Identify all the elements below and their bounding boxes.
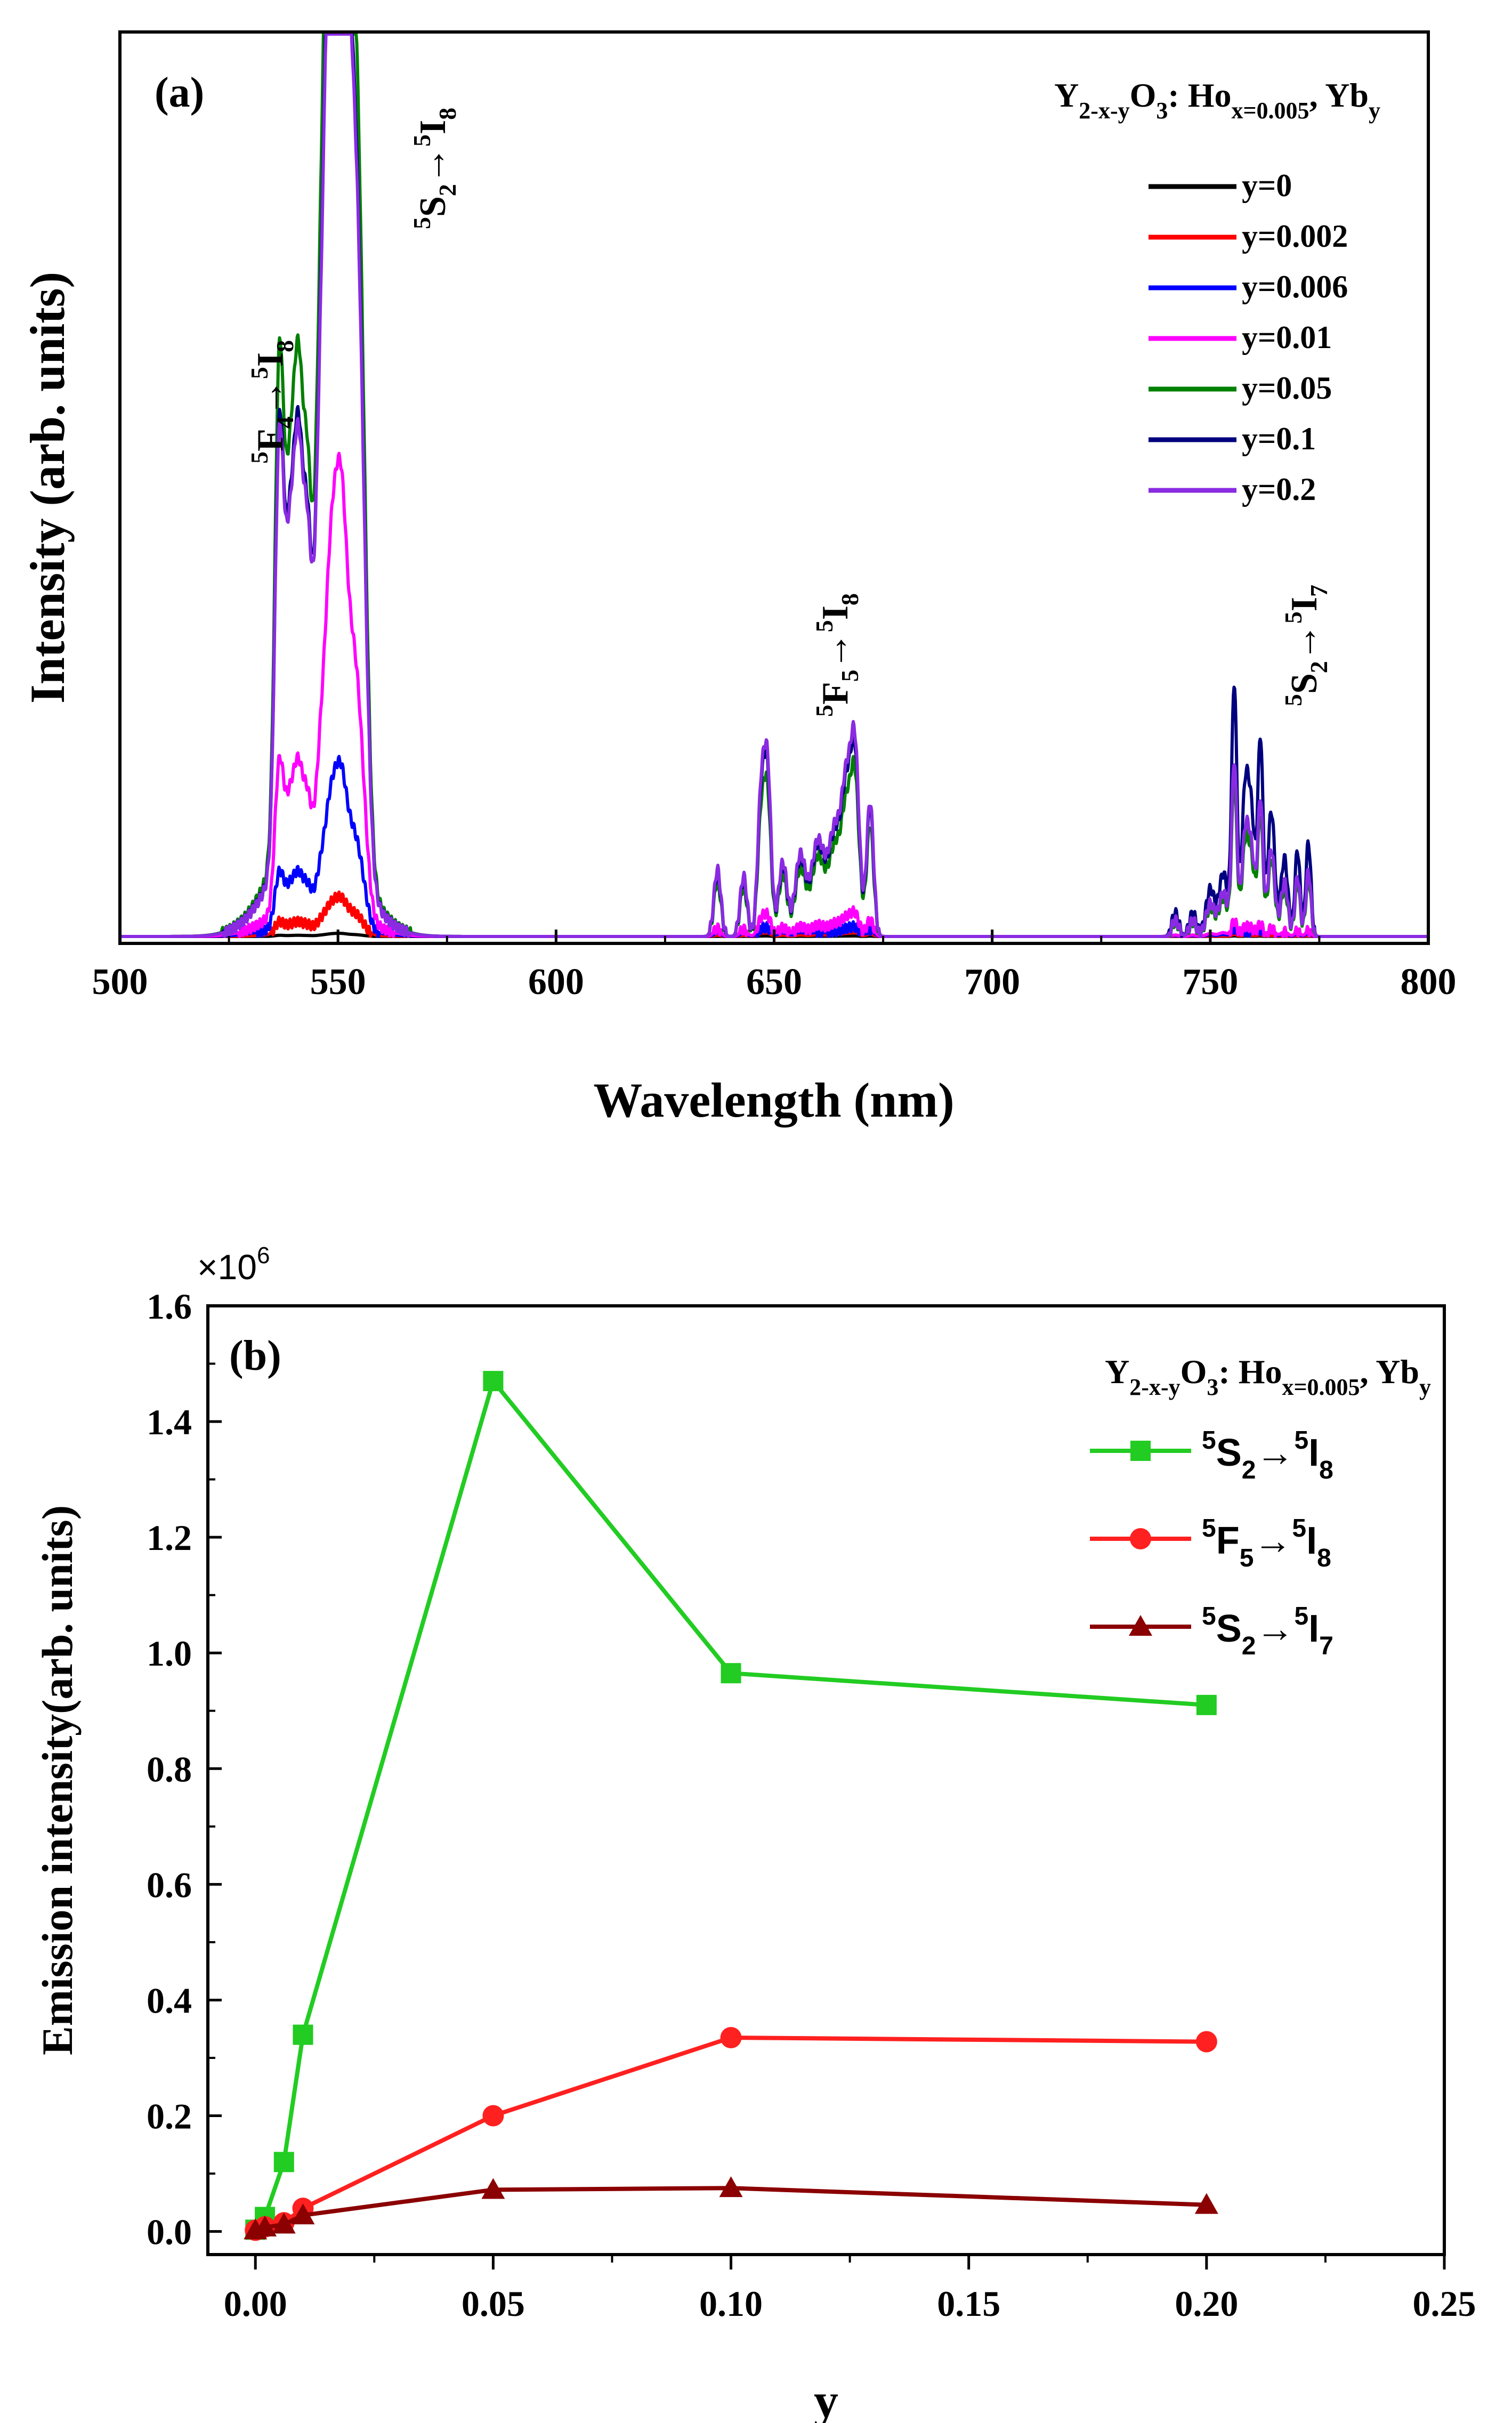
svg-text:5F4→5I8: 5F4→5I8 <box>246 340 298 464</box>
y-tick-label-b: 0.6 <box>147 1864 192 1905</box>
series-b <box>244 1371 1218 2241</box>
y-tick-label-b: 0.4 <box>147 1980 192 2021</box>
x-tick-label-b: 0.10 <box>699 2283 763 2324</box>
panel-b: 0.0 0.2 0.4 0.6 0.8 1.0 1.2 1.4 1.6 0.00 0.05 0.10 0… <box>33 1242 1476 2423</box>
y-multiplier: ×106 <box>197 1242 270 1287</box>
data-point <box>273 2152 294 2172</box>
legend-marker-b <box>1129 1615 1152 1636</box>
legend-marker-b <box>1130 1528 1151 1549</box>
legend-label-a: y=0.006 <box>1242 269 1348 304</box>
y-tick-label-b: 1.6 <box>147 1286 192 1327</box>
series-line-0 <box>254 1376 1207 2231</box>
data-point <box>272 2212 296 2234</box>
data-point <box>1195 2031 1217 2053</box>
x-tick-label-a: 650 <box>746 962 802 1003</box>
y-tick-label-b: 1.4 <box>147 1402 192 1442</box>
x-tick-label-b: 0.20 <box>1175 2283 1238 2324</box>
x-axis-title-b: y <box>814 2373 838 2423</box>
annotation-s2-i7: 5S2→5I7 <box>1280 585 1332 706</box>
y-axis-title-a: Intensity (arb. units) <box>20 272 75 704</box>
legend-label-a: y=0.01 <box>1242 320 1332 355</box>
data-point <box>720 2026 742 2048</box>
panel-label-a: (a) <box>155 69 204 116</box>
legend-label-b: 5S2→5I7 <box>1202 1602 1333 1660</box>
legend-label-a: y=0 <box>1242 168 1292 203</box>
x-axis-ticks-a: 500 550 600 650 700 750 800 <box>92 930 1457 1003</box>
x-tick-label-a: 500 <box>92 962 148 1003</box>
x-tick-label-a: 550 <box>310 962 366 1003</box>
legend-marker-b <box>1130 1441 1151 1461</box>
legend-label-a: y=0.002 <box>1242 219 1348 254</box>
data-point <box>1196 1694 1217 1715</box>
data-point <box>291 2203 315 2225</box>
legend-label-a: y=0.05 <box>1242 370 1332 406</box>
data-point <box>482 2105 504 2127</box>
legend-label-a: y=0.1 <box>1242 421 1316 456</box>
legend-b: 5S2→5I8 5F5→5I8 5S2→5I7 <box>1090 1426 1333 1660</box>
svg-text:5S2→5I7: 5S2→5I7 <box>1280 585 1332 706</box>
svg-text:5S2→5I8: 5S2→5I8 <box>408 108 461 229</box>
x-axis-title-a: Wavelength (nm) <box>593 1073 954 1127</box>
legend-label-b: 5F5→5I8 <box>1202 1514 1331 1572</box>
x-tick-label-a: 750 <box>1182 962 1238 1003</box>
data-point <box>253 2215 277 2236</box>
axes-b: 0.0 0.2 0.4 0.6 0.8 1.0 1.2 1.4 1.6 0.00 0.05 0.10 0… <box>147 1286 1476 2324</box>
spectrum-y=0.2 <box>119 33 1429 938</box>
panel-label-b: (b) <box>229 1332 281 1379</box>
data-point <box>481 2178 505 2199</box>
y-tick-label-b: 0.8 <box>147 1749 192 1789</box>
x-tick-label-a: 600 <box>528 962 584 1003</box>
annotation-f4-i8: 5F4→5I8 <box>246 340 298 464</box>
y-tick-label-b: 1.0 <box>147 1633 192 1674</box>
composition-label-a: Y2-x-yO3: Hox=0.005, Yby <box>1054 76 1380 124</box>
spectra-curves <box>119 33 1429 938</box>
annotation-f5-i8: 5F5→5I8 <box>811 593 863 717</box>
data-point <box>721 1663 741 1684</box>
composition-label-b: Y2-x-yO3: Hox=0.005, Yby <box>1105 1353 1431 1400</box>
data-point <box>293 2024 313 2045</box>
data-point <box>483 1371 504 1392</box>
x-tick-label-a: 800 <box>1401 962 1457 1003</box>
x-tick-label-a: 700 <box>964 962 1020 1003</box>
y-tick-label-b: 0.0 <box>147 2212 192 2252</box>
legend-a: y=0 y=0.002 y=0.006 y=0.01 y=0.05 y=0.1 y=0.2 <box>1149 168 1348 507</box>
legend-label-a: y=0.2 <box>1242 472 1316 507</box>
panel-a: 500 550 600 650 700 750 800 (a) Y2-x-yO3: Hox=… <box>20 30 1457 1127</box>
x-tick-label-b: 0.25 <box>1413 2283 1476 2324</box>
x-tick-label-b: 0.15 <box>937 2283 1000 2324</box>
data-point <box>1194 2193 1218 2214</box>
y-tick-label-b: 0.2 <box>147 2096 192 2137</box>
annotation-s2-i8: 5S2→5I8 <box>408 108 461 229</box>
legend-label-b: 5S2→5I8 <box>1202 1426 1333 1484</box>
data-point <box>719 2176 743 2198</box>
y-tick-label-b: 1.2 <box>147 1517 192 1558</box>
x-tick-label-b: 0.00 <box>224 2283 287 2324</box>
y-axis-title-b: Emission intensity(arb. units) <box>33 1505 82 2055</box>
plot-frame-b <box>206 1304 1446 2256</box>
svg-text:5F5→5I8: 5F5→5I8 <box>811 593 863 717</box>
x-tick-label-b: 0.05 <box>462 2283 525 2324</box>
